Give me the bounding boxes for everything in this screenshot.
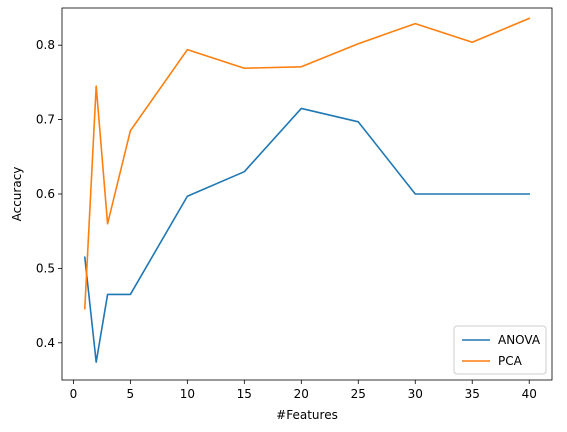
x-tick-label: 25: [351, 387, 366, 401]
x-tick-label: 35: [465, 387, 480, 401]
legend-box: [453, 325, 547, 375]
y-axis-label: Accuracy: [10, 167, 24, 222]
legend-label-pca: PCA: [498, 354, 523, 368]
y-tick-label: 0.8: [36, 38, 55, 52]
y-tick-label: 0.6: [36, 187, 55, 201]
x-tick-label: 10: [180, 387, 195, 401]
x-tick-label: 0: [70, 387, 78, 401]
series-layer: [83, 17, 531, 363]
x-tick-label: 5: [127, 387, 135, 401]
legend: ANOVA PCA: [453, 325, 547, 375]
x-tick-label: 20: [294, 387, 309, 401]
x-axis-label: #Features: [276, 408, 338, 422]
y-axis-ticks: 0.4 0.5 0.6 0.7 0.8: [36, 38, 62, 350]
x-tick-label: 15: [237, 387, 252, 401]
x-axis-ticks: 0 5 10 15 20 25 30 35 40: [70, 380, 537, 401]
y-tick-label: 0.4: [36, 336, 55, 350]
x-tick-label: 40: [522, 387, 537, 401]
legend-label-anova: ANOVA: [498, 333, 541, 347]
y-tick-label: 0.5: [36, 261, 55, 275]
y-tick-label: 0.7: [36, 113, 55, 127]
series-line-anova: [83, 107, 531, 363]
x-tick-label: 30: [408, 387, 423, 401]
series-line-pca: [83, 17, 531, 310]
